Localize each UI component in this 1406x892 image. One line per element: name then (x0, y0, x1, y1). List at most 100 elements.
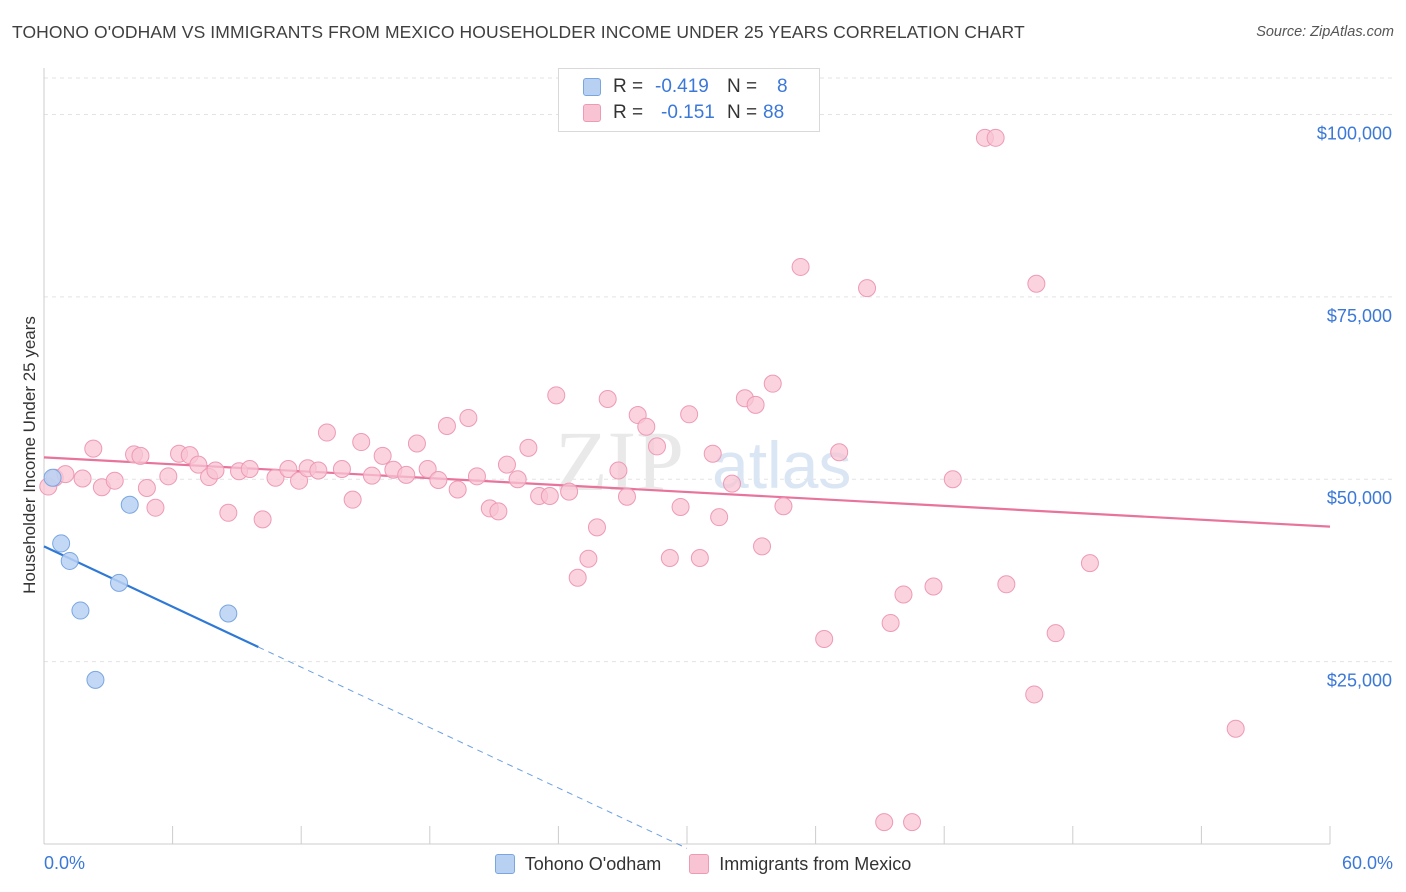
data-point-mexico (680, 405, 699, 424)
legend-n-label: N = (727, 76, 758, 97)
data-point-mexico (332, 460, 351, 479)
data-point-tohono (43, 468, 62, 487)
legend-swatch-pink (583, 104, 601, 122)
data-point-mexico (437, 416, 456, 435)
x-tick-label: 0.0% (44, 853, 85, 873)
grid-lines (44, 77, 1392, 663)
data-points (39, 128, 1245, 832)
data-point-mexico (418, 460, 437, 479)
legend-label-mexico: Immigrants from Mexico (719, 853, 912, 874)
data-point-mexico (560, 482, 579, 501)
legend-item-mexico: Immigrants from Mexico (689, 854, 911, 875)
data-point-tohono (120, 495, 139, 514)
data-point-mexico (309, 461, 328, 480)
data-point-mexico (84, 439, 103, 458)
data-point-mexico (568, 568, 587, 587)
data-point-mexico (189, 455, 208, 474)
trend-lines (43, 456, 1331, 849)
data-point-mexico (753, 537, 772, 556)
data-point-mexico (690, 549, 709, 568)
chart-title: TOHONO O'ODHAM VS IMMIGRANTS FROM MEXICO… (12, 22, 1025, 42)
data-point-mexico (763, 374, 782, 393)
data-point-mexico (137, 478, 156, 497)
source-credit: Source: ZipAtlas.com (1256, 24, 1394, 40)
data-point-mexico (540, 487, 559, 506)
legend-swatch-blue (583, 78, 601, 96)
data-point-mexico (73, 469, 92, 488)
data-point-tohono (110, 573, 129, 592)
data-point-mexico (343, 490, 362, 509)
data-point-mexico (881, 613, 900, 632)
data-point-mexico (219, 503, 238, 522)
data-point-tohono (71, 601, 90, 620)
data-point-mexico (279, 460, 298, 479)
data-point-mexico (131, 446, 150, 465)
legend-row-tohono: R = -0.419 N = 8 (583, 75, 788, 99)
data-point-mexico (997, 575, 1016, 594)
data-point-mexico (875, 813, 894, 832)
data-point-mexico (710, 508, 729, 527)
data-point-mexico (519, 438, 538, 457)
data-point-mexico (407, 434, 426, 453)
data-point-mexico (617, 487, 636, 506)
data-point-mexico (497, 455, 516, 474)
data-point-mexico (609, 461, 628, 480)
data-point-mexico (671, 497, 690, 516)
legend-label-tohono: Tohono O'odham (524, 853, 662, 874)
data-point-mexico (637, 417, 656, 436)
data-point-mexico (598, 389, 617, 408)
data-point-mexico (362, 466, 381, 485)
data-point-mexico (587, 518, 606, 537)
data-point-mexico (815, 630, 834, 649)
legend-r-label: R = (613, 102, 644, 123)
data-point-mexico (774, 497, 793, 516)
data-point-mexico (830, 443, 849, 462)
legend-r-value: -0.419 (655, 76, 709, 97)
data-point-tohono (219, 604, 238, 623)
correlation-legend: R = -0.419 N = 8 R = -0.151 N = 88 (558, 68, 820, 132)
data-point-mexico (290, 471, 309, 490)
data-point-mexico (253, 510, 272, 529)
trend-line-tohono-extension (258, 646, 688, 849)
trend-line-tohono (43, 545, 259, 649)
data-point-mexico (894, 585, 913, 604)
legend-n-value: 88 (763, 102, 785, 123)
y-tick-labels: $25,000 $50,000 $75,000 $100,000 (1317, 123, 1392, 690)
legend-n-value: 8 (777, 76, 788, 97)
legend-swatch-pink (689, 854, 710, 874)
data-point-tohono (86, 670, 105, 689)
data-point-mexico (547, 386, 566, 405)
data-point-mexico (317, 423, 336, 442)
data-point-mexico (647, 437, 666, 456)
data-point-mexico (429, 470, 448, 489)
data-point-mexico (1027, 274, 1046, 293)
data-point-mexico (1046, 624, 1065, 643)
data-point-mexico (352, 433, 371, 452)
y-tick-label: $25,000 (1327, 671, 1392, 691)
data-point-mexico (660, 549, 679, 568)
data-point-mexico (489, 502, 508, 521)
y-tick-label: $50,000 (1327, 488, 1392, 508)
legend-r-label: R = (613, 76, 644, 97)
legend-n-label: N = (727, 102, 758, 123)
data-point-mexico (1025, 685, 1044, 704)
data-point-mexico (459, 408, 478, 427)
data-point-mexico (579, 549, 598, 568)
data-point-mexico (1080, 554, 1099, 573)
data-point-mexico (703, 444, 722, 463)
data-point-mexico (206, 461, 225, 480)
data-point-mexico (858, 279, 877, 298)
legend-row-mexico: R = -0.151 N = 88 (583, 101, 784, 125)
data-point-tohono (52, 534, 71, 553)
axes (43, 68, 1331, 845)
data-point-mexico (791, 257, 810, 276)
data-point-mexico (105, 471, 124, 490)
data-point-mexico (146, 498, 165, 517)
data-point-mexico (266, 468, 285, 487)
data-point-mexico (448, 480, 467, 499)
watermark: ZIP atlas (555, 413, 851, 509)
y-tick-label: $75,000 (1327, 306, 1392, 326)
legend-swatch-blue (494, 854, 515, 874)
data-point-mexico (723, 474, 742, 493)
